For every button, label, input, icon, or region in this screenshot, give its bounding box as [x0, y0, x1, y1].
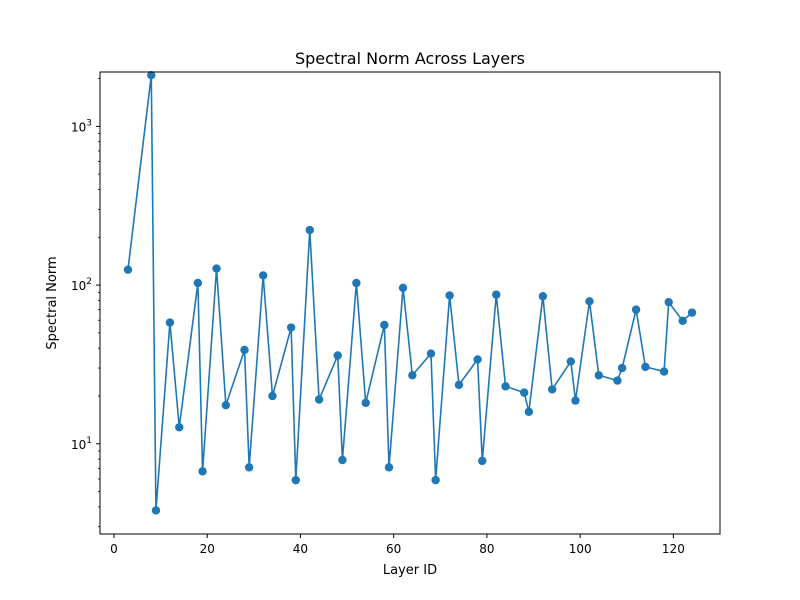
- data-point: [147, 71, 156, 80]
- data-point: [473, 355, 482, 364]
- data-point: [305, 225, 314, 235]
- data-point: [659, 367, 669, 376]
- data-point: [538, 292, 548, 301]
- data-point: [258, 271, 268, 280]
- data-point: [221, 400, 231, 410]
- data-point: [547, 385, 557, 394]
- x-axis: 0 20 40 60 80 100 120: [110, 534, 685, 556]
- data-point: [198, 467, 207, 476]
- data-point: [380, 320, 389, 330]
- data-point: [352, 278, 361, 288]
- data-point: [613, 376, 622, 385]
- data-point: [212, 264, 221, 273]
- data-point: [268, 391, 277, 401]
- data-point: [314, 395, 324, 404]
- data-point: [165, 318, 175, 327]
- data-point: [244, 463, 254, 472]
- y-tick-label: 103: [71, 118, 92, 134]
- x-tick-label: 0: [110, 542, 118, 556]
- data-point: [585, 297, 594, 306]
- data-point: [151, 506, 161, 515]
- data-point: [524, 407, 534, 416]
- y-axis: 101 102 103: [71, 78, 100, 528]
- data-point: [175, 423, 184, 432]
- plot-area: [123, 71, 697, 515]
- data-point: [431, 475, 440, 485]
- data-point: [338, 455, 347, 465]
- data-point: [286, 323, 296, 332]
- data-point: [520, 388, 529, 397]
- data-point: [478, 456, 487, 466]
- x-axis-label: Layer ID: [383, 563, 437, 578]
- data-point: [426, 349, 436, 358]
- data-point: [664, 297, 673, 307]
- data-point: [492, 290, 501, 299]
- x-tick-label: 80: [479, 542, 494, 556]
- data-point: [333, 351, 342, 360]
- data-point: [594, 371, 603, 380]
- data-point: [631, 305, 641, 314]
- data-point: [454, 380, 464, 390]
- y-tick-label: 102: [71, 277, 92, 293]
- data-point: [361, 398, 370, 408]
- data-point: [408, 371, 417, 380]
- x-tick-label: 60: [386, 542, 401, 556]
- chart-title: Spectral Norm Across Layers: [295, 49, 525, 68]
- data-point: [501, 382, 510, 391]
- data-point: [687, 308, 697, 317]
- y-axis-label: Spectral Norm: [45, 256, 60, 349]
- data-point: [566, 357, 576, 366]
- data-point: [123, 265, 133, 274]
- data-point: [641, 362, 650, 372]
- data-point: [617, 363, 627, 373]
- data-point: [384, 463, 394, 472]
- data-point: [291, 475, 300, 485]
- data-point: [678, 316, 687, 326]
- y-tick-label: 101: [71, 436, 92, 452]
- x-tick-label: 100: [569, 542, 592, 556]
- axes-frame: [99, 71, 721, 535]
- data-point: [398, 283, 408, 293]
- data-point: [445, 291, 454, 300]
- data-point: [193, 278, 203, 288]
- data-point: [240, 345, 249, 355]
- x-tick-label: 20: [200, 542, 215, 556]
- x-tick-label: 40: [293, 542, 308, 556]
- x-tick-label: 120: [662, 542, 685, 556]
- data-point: [571, 396, 580, 405]
